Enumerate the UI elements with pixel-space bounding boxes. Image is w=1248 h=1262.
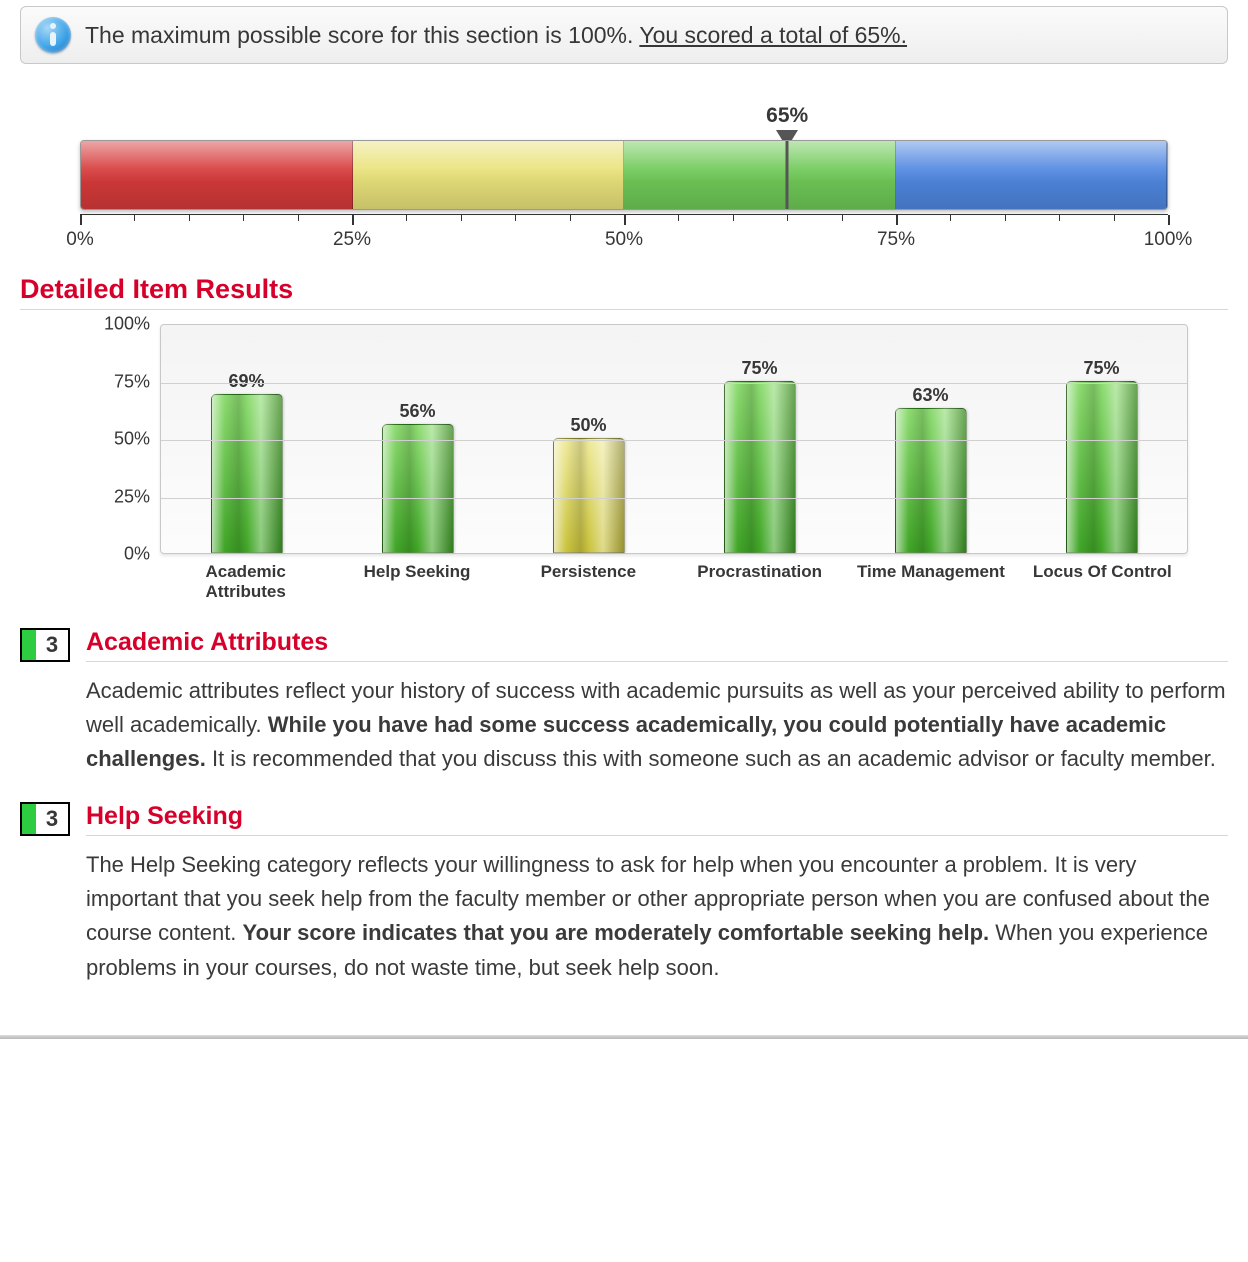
category-list: 3 Academic Attributes Academic attributes …	[20, 628, 1228, 985]
gauge-tick-minor	[570, 215, 571, 221]
gauge-segment	[353, 141, 625, 209]
gauge-segment	[896, 141, 1168, 209]
barchart-xlabel: Time Management	[845, 562, 1016, 602]
barchart-bar	[553, 438, 625, 553]
barchart-plot: 69% 56% 50% 75% 63% 75%	[160, 324, 1188, 554]
category-block: 3 Help Seeking The Help Seeking category r…	[20, 802, 1228, 984]
barchart-bar	[211, 394, 283, 553]
gauge-axis: 0%25%50%75%100%	[80, 214, 1168, 244]
barchart-bar	[382, 424, 454, 553]
barchart-bar	[1066, 381, 1138, 554]
gauge-tick-minor	[733, 215, 734, 221]
category-badge-color	[22, 804, 36, 834]
barchart-xlabel: Procrastination	[674, 562, 845, 602]
category-body: Help Seeking The Help Seeking category re…	[86, 802, 1228, 984]
category-text: The Help Seeking category reflects your …	[86, 848, 1228, 984]
gauge-tick-minor	[134, 215, 135, 221]
barchart-column: 56%	[332, 325, 503, 553]
barchart-bar	[895, 408, 967, 553]
gauge-bar	[80, 140, 1168, 210]
gauge-tick-minor	[515, 215, 516, 221]
barchart-value-label: 56%	[399, 401, 435, 422]
gauge-tick-minor	[243, 215, 244, 221]
gauge-tick-minor	[842, 215, 843, 221]
gauge-tick-minor	[1114, 215, 1115, 221]
category-block: 3 Academic Attributes Academic attributes …	[20, 628, 1228, 776]
category-text: Academic attributes reflect your history…	[86, 674, 1228, 776]
gauge-tick-minor	[787, 215, 788, 221]
barchart-ylabel: 0%	[124, 544, 150, 565]
category-badge: 3	[20, 802, 70, 836]
barchart-value-label: 75%	[1083, 358, 1119, 379]
barchart-xaxis: Academic AttributesHelp SeekingPersisten…	[160, 562, 1188, 602]
barchart-gridline	[161, 440, 1187, 441]
barchart-xlabel: Locus Of Control	[1017, 562, 1188, 602]
gauge-tick-label: 100%	[1144, 229, 1193, 251]
barchart-bars: 69% 56% 50% 75% 63% 75%	[161, 325, 1187, 553]
barchart-gridline	[161, 498, 1187, 499]
score-gauge: 65% 0%25%50%75%100%	[80, 104, 1168, 244]
gauge-tick-major	[80, 215, 82, 225]
gauge-tick-label: 25%	[333, 229, 371, 251]
barchart-value-label: 75%	[741, 358, 777, 379]
gauge-tick-major	[624, 215, 626, 225]
category-text-part: It is recommended that you discuss this …	[206, 746, 1216, 771]
category-badge: 3	[20, 628, 70, 662]
gauge-tick-minor	[1005, 215, 1006, 221]
barchart-column: 75%	[1016, 325, 1187, 553]
barchart-xlabel: Academic Attributes	[160, 562, 331, 602]
barchart-gridline	[161, 383, 1187, 384]
info-text-prefix: The maximum possible score for this sect…	[85, 22, 639, 48]
gauge-pointer-line	[785, 140, 788, 210]
gauge-tick-minor	[406, 215, 407, 221]
barchart-bar	[724, 381, 796, 554]
barchart-column: 50%	[503, 325, 674, 553]
info-banner: The maximum possible score for this sect…	[20, 6, 1228, 64]
barchart-ylabel: 25%	[114, 486, 150, 507]
gauge-tick-minor	[678, 215, 679, 221]
barchart-ylabel: 50%	[114, 429, 150, 450]
detailed-results-heading: Detailed Item Results	[20, 274, 1228, 310]
category-title: Help Seeking	[86, 802, 1228, 836]
gauge-tick-minor	[950, 215, 951, 221]
barchart-yaxis: 0%25%50%75%100%	[80, 324, 160, 554]
gauge-segment	[81, 141, 353, 209]
gauge-tick-label: 75%	[877, 229, 915, 251]
category-badge-number: 3	[36, 630, 68, 660]
gauge-tick-minor	[298, 215, 299, 221]
barchart-ylabel: 75%	[114, 371, 150, 392]
gauge-tick-major	[352, 215, 354, 225]
category-body: Academic Attributes Academic attributes r…	[86, 628, 1228, 776]
category-badge-color	[22, 630, 36, 660]
gauge-tick-label: 0%	[66, 229, 93, 251]
barchart-xlabel: Help Seeking	[331, 562, 502, 602]
info-text-score: You scored a total of 65%.	[639, 22, 907, 48]
info-icon	[35, 17, 71, 53]
info-banner-text: The maximum possible score for this sect…	[85, 22, 907, 49]
gauge-tick-major	[896, 215, 898, 225]
barchart-column: 69%	[161, 325, 332, 553]
barchart-value-label: 63%	[912, 385, 948, 406]
gauge-tick-minor	[1059, 215, 1060, 221]
gauge-score-label: 65%	[766, 104, 808, 128]
gauge-segment	[624, 141, 896, 209]
category-badge-number: 3	[36, 804, 68, 834]
barchart: 0%25%50%75%100% 69%56%50%75%63%75% Acade…	[80, 324, 1228, 602]
barchart-xlabel: Persistence	[503, 562, 674, 602]
category-title: Academic Attributes	[86, 628, 1228, 662]
barchart-value-label: 50%	[570, 415, 606, 436]
gauge-marker-row: 65%	[80, 104, 1168, 140]
barchart-ylabel: 100%	[104, 314, 150, 335]
gauge-tick-minor	[461, 215, 462, 221]
page-bottom-edge	[0, 1035, 1248, 1039]
barchart-column: 63%	[845, 325, 1016, 553]
gauge-tick-minor	[189, 215, 190, 221]
gauge-tick-major	[1168, 215, 1170, 225]
category-text-bold: Your score indicates that you are modera…	[243, 920, 990, 945]
gauge-tick-label: 50%	[605, 229, 643, 251]
barchart-column: 75%	[674, 325, 845, 553]
